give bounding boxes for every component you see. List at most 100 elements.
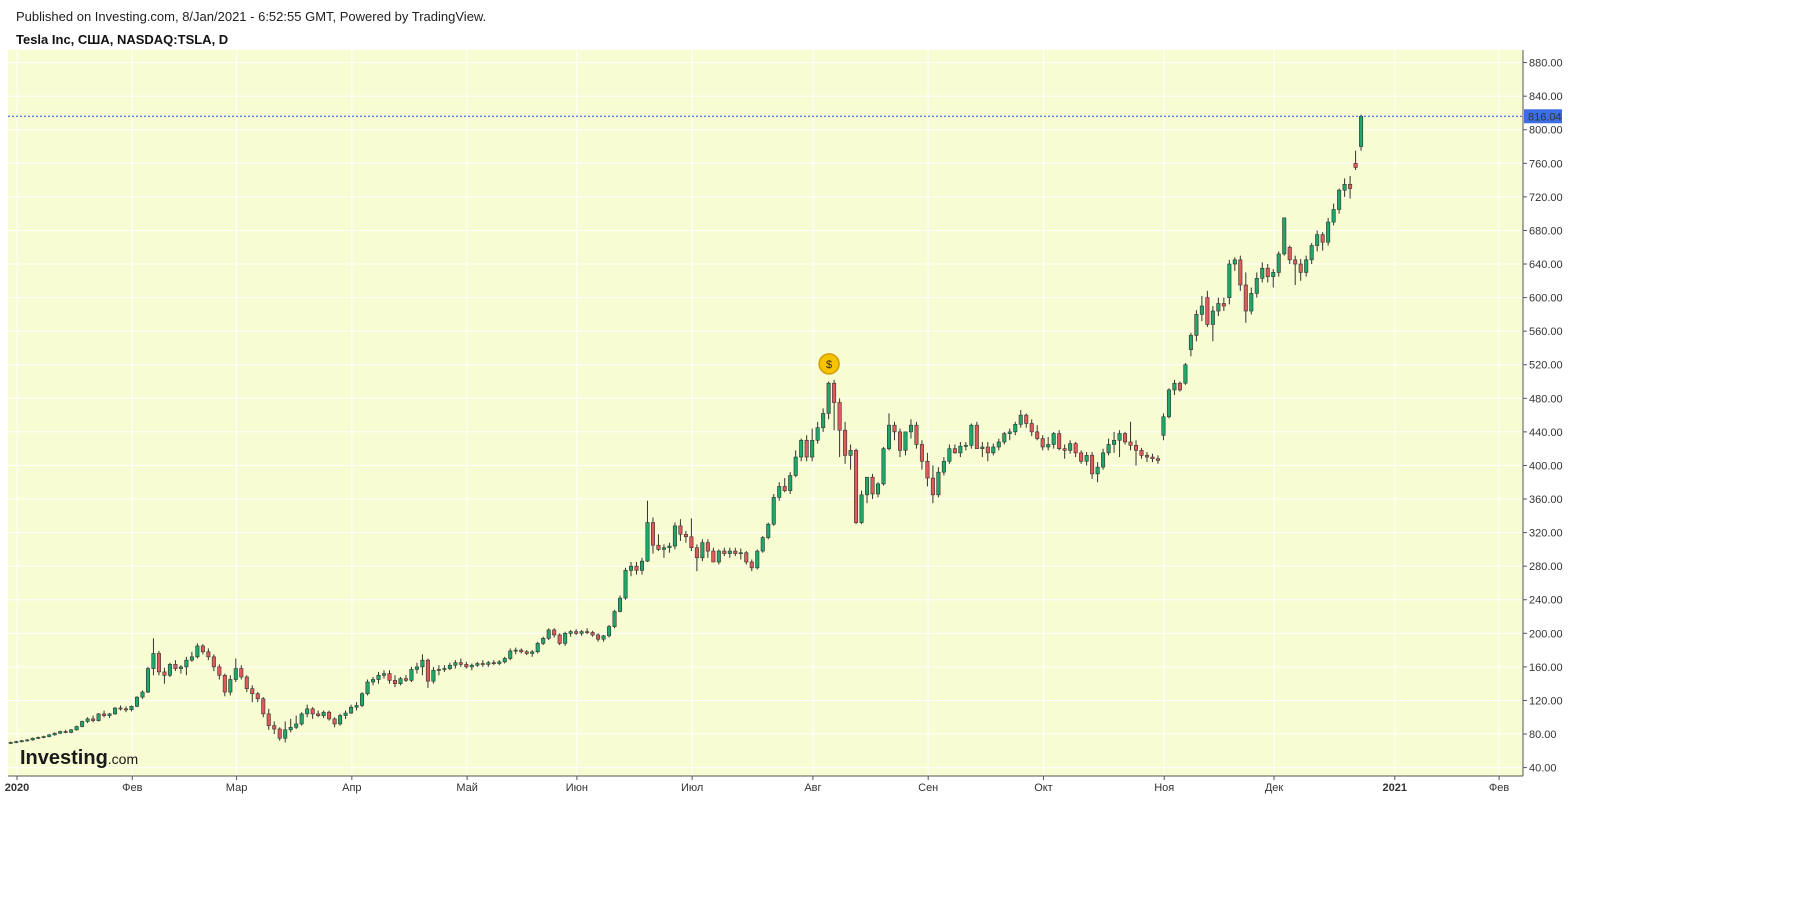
candle-body [645,522,650,562]
candle-body [398,678,403,684]
dividend-marker[interactable]: $ [818,353,840,375]
candle-body [1221,303,1226,307]
candle [1057,430,1062,451]
candle-body [1150,456,1155,460]
candle-body [821,413,826,428]
candle [294,715,299,729]
candle [299,712,304,726]
x-tick-label: Фев [1489,782,1509,794]
dividend-marker-label: $ [826,359,832,371]
candle-body [546,629,551,639]
candle-body [299,713,304,725]
candle-body [1057,433,1062,449]
candle [1298,258,1303,281]
candle [305,704,310,718]
candle [453,660,458,669]
candle [19,739,24,743]
candle [513,647,518,655]
published-caption: Published on Investing.com, 8/Jan/2021 -… [16,9,487,24]
candle [343,710,348,719]
candle-body [425,659,430,682]
candle-body [634,565,639,571]
price-axis[interactable]: 40.00 80.00 120.00 160.00 200.00 240.00 280.00… [1522,50,1563,776]
candle [881,446,886,486]
candle [96,713,101,722]
candle-body [36,737,41,739]
x-tick-label: Окт [1034,782,1053,794]
candle-body [113,707,118,715]
candle [261,697,266,718]
x-tick-label: Ноя [1154,782,1174,794]
candle-body [1007,431,1012,434]
candle [694,544,699,572]
candle-body [1282,217,1287,255]
candle [1238,255,1243,291]
candle [1051,431,1056,449]
candle-body [118,707,123,710]
candle-body [244,676,249,690]
candle-body [694,547,699,559]
candle-body [85,718,90,722]
candle-body [178,666,183,669]
candle-body [1353,163,1358,168]
candle-body [1068,443,1073,451]
candle-body [881,448,886,485]
candle-body [585,631,590,633]
candle-body [250,688,255,695]
candle-body [1095,466,1100,475]
candle [530,650,535,657]
candle-body [360,693,365,706]
time-axis[interactable]: 2020 Фев Мар Апр Май Июн Июл Авг Сен Окт Ноя Дек 202… [5,775,1523,794]
candle-body [760,537,765,552]
candle-body [310,708,315,715]
candle [1007,428,1012,441]
candle [563,631,568,646]
candle-body [755,550,760,569]
candle [63,729,68,734]
candle [607,624,612,638]
candle [1084,452,1089,466]
candle [244,675,249,693]
candle [332,717,337,728]
candle [1282,217,1287,256]
candle [151,638,156,676]
dividend-marker-icon[interactable] [818,353,840,375]
candle-body [222,674,227,693]
candle-body [1320,234,1325,243]
candle-body [458,662,463,665]
candle-body [925,460,930,479]
candle [689,518,694,552]
candle [1035,425,1040,441]
candle [568,629,573,637]
candle [184,656,189,676]
candle-body [156,653,161,673]
candle [1243,272,1248,323]
candle [1232,257,1237,271]
candle-body [574,631,579,634]
candle [387,670,392,684]
candle [480,660,485,667]
chart-header: Published on Investing.com, 8/Jan/2021 -… [16,9,486,48]
candle-body [771,497,776,525]
candle [1276,251,1281,277]
candle [1040,435,1045,451]
candle [1265,264,1270,283]
candle [601,634,606,642]
candle-body [1238,259,1243,286]
candle [167,662,172,677]
candle [173,660,178,672]
candle [1079,450,1084,464]
candle-body [656,544,661,550]
candle [1106,438,1111,456]
candle-body [848,450,853,456]
candle [535,641,540,654]
candle-body [392,680,397,684]
candle [52,732,57,736]
candle [930,465,935,504]
candle-body [618,597,623,612]
candle [1161,413,1166,441]
candle [310,707,315,719]
candle-body [870,476,875,495]
candle-body [612,611,617,627]
